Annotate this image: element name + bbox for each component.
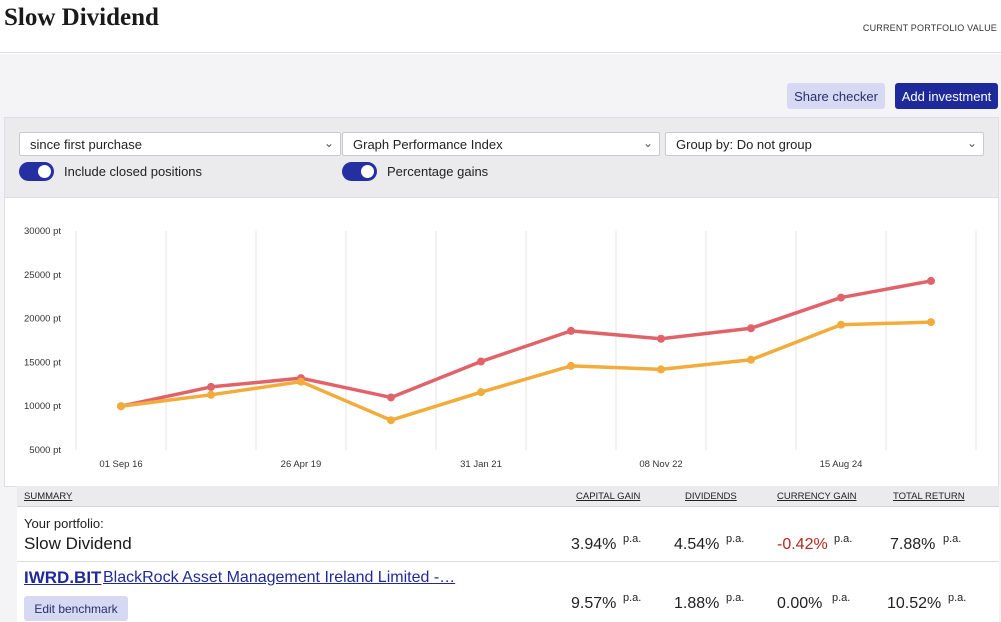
y-tick-label: 10000 pt (24, 401, 61, 412)
data-point (477, 388, 485, 397)
portfolio-capital-gain: 3.94% (571, 536, 617, 553)
currency-gain-column-header[interactable]: CURRENCY GAIN (777, 491, 857, 502)
portfolio-dividends: 4.54% (674, 536, 720, 553)
benchmark-ticker-link[interactable]: IWRD.BIT (24, 568, 102, 587)
data-point (567, 326, 575, 335)
data-point (927, 318, 935, 327)
pa-suffix: p.a. (623, 592, 642, 604)
benchmark-dividends: 1.88% (674, 595, 720, 612)
pa-suffix: p.a. (943, 533, 962, 545)
y-tick-label: 25000 pt (24, 270, 61, 281)
summary-column-header[interactable]: SUMMARY (24, 491, 73, 502)
x-tick-label: 08 Nov 22 (639, 459, 682, 470)
group-by-select-value: Group by: Do not group (676, 136, 812, 152)
data-point (387, 416, 395, 425)
summary-header-row: SUMMARY CAPITAL GAIN DIVIDENDS CURRENCY … (17, 486, 999, 507)
main-content: Share checker Add investment since first… (0, 54, 1001, 622)
filter-panel: since first purchase ⌄ Graph Performance… (4, 117, 999, 197)
x-tick-label: 15 Aug 24 (820, 459, 863, 470)
portfolio-total-return: 7.88% (890, 536, 936, 553)
data-point (207, 390, 215, 399)
period-select-value: since first purchase (30, 136, 142, 152)
x-tick-label: 01 Sep 16 (99, 459, 142, 470)
pa-suffix: p.a. (834, 533, 853, 545)
y-tick-label: 5000 pt (29, 445, 61, 456)
group-by-select[interactable]: Group by: Do not group ⌄ (665, 132, 984, 156)
data-point (747, 324, 755, 333)
chevron-down-icon: ⌄ (966, 136, 977, 150)
your-portfolio-label: Your portfolio: (24, 516, 104, 531)
page-title: Slow Dividend (4, 4, 159, 31)
benchmark-total-return: 10.52% (887, 595, 942, 612)
pa-suffix: p.a. (832, 592, 851, 604)
data-point (747, 355, 755, 364)
data-point (927, 276, 935, 285)
pa-suffix: p.a. (726, 533, 745, 545)
data-point (657, 334, 665, 343)
x-tick-label: 31 Jan 21 (460, 459, 502, 470)
period-select[interactable]: since first purchase ⌄ (19, 132, 341, 156)
graph-type-select-value: Graph Performance Index (353, 136, 503, 152)
include-closed-label: Include closed positions (64, 164, 203, 179)
benchmark-currency-gain: 0.00% (777, 595, 823, 612)
data-point (837, 293, 845, 302)
toggle-knob (361, 165, 374, 178)
data-point (657, 365, 665, 374)
y-tick-label: 30000 pt (24, 226, 61, 237)
data-point (837, 320, 845, 329)
series-line (120, 279, 932, 408)
chevron-down-icon: ⌄ (642, 136, 653, 150)
data-point (297, 377, 305, 386)
x-tick-label: 26 Apr 19 (281, 459, 322, 470)
portfolio-value-label: CURRENT PORTFOLIO VALUE (862, 23, 997, 33)
toggle-knob (38, 165, 51, 178)
total-return-column-header[interactable]: TOTAL RETURN (893, 491, 965, 502)
chevron-down-icon: ⌄ (323, 136, 334, 150)
benchmark-name-link[interactable]: BlackRock Asset Management Ireland Limit… (103, 569, 456, 586)
portfolio-currency-gain: -0.42% (777, 536, 828, 553)
benchmark-capital-gain: 9.57% (571, 595, 617, 612)
summary-table: SUMMARY CAPITAL GAIN DIVIDENDS CURRENCY … (17, 486, 999, 622)
edit-benchmark-button[interactable]: Edit benchmark (24, 596, 128, 621)
data-point (387, 393, 395, 402)
page-header: Slow Dividend CURRENT PORTFOLIO VALUE (0, 0, 1001, 53)
y-tick-label: 20000 pt (24, 314, 61, 325)
data-point (207, 382, 215, 391)
include-closed-toggle[interactable] (19, 162, 54, 181)
portfolio-row: Your portfolio: Slow Dividend 3.94% p.a.… (17, 508, 999, 562)
portfolio-name: Slow Dividend (24, 534, 132, 553)
data-point (117, 402, 125, 411)
y-tick-label: 15000 pt (24, 357, 61, 368)
dividends-column-header[interactable]: DIVIDENDS (685, 491, 737, 502)
graph-type-select[interactable]: Graph Performance Index ⌄ (342, 132, 660, 156)
performance-chart: 30000 pt 25000 pt 20000 pt 15000 pt 10000 pt… (24, 226, 977, 470)
percentage-gains-label: Percentage gains (387, 164, 489, 179)
pa-suffix: p.a. (623, 533, 642, 545)
capital-gain-column-header[interactable]: CAPITAL GAIN (576, 491, 641, 502)
series-line (120, 320, 932, 422)
data-point (567, 361, 575, 370)
add-investment-button[interactable]: Add investment (895, 83, 998, 109)
share-checker-button[interactable]: Share checker (787, 83, 885, 109)
percentage-gains-toggle[interactable] (342, 162, 377, 181)
data-point (477, 357, 485, 366)
pa-suffix: p.a. (726, 592, 745, 604)
pa-suffix: p.a. (948, 592, 967, 604)
benchmark-row: IWRD.BIT BlackRock Asset Management Irel… (17, 562, 999, 622)
performance-chart-panel: 30000 pt 25000 pt 20000 pt 15000 pt 10000 pt… (4, 197, 999, 487)
